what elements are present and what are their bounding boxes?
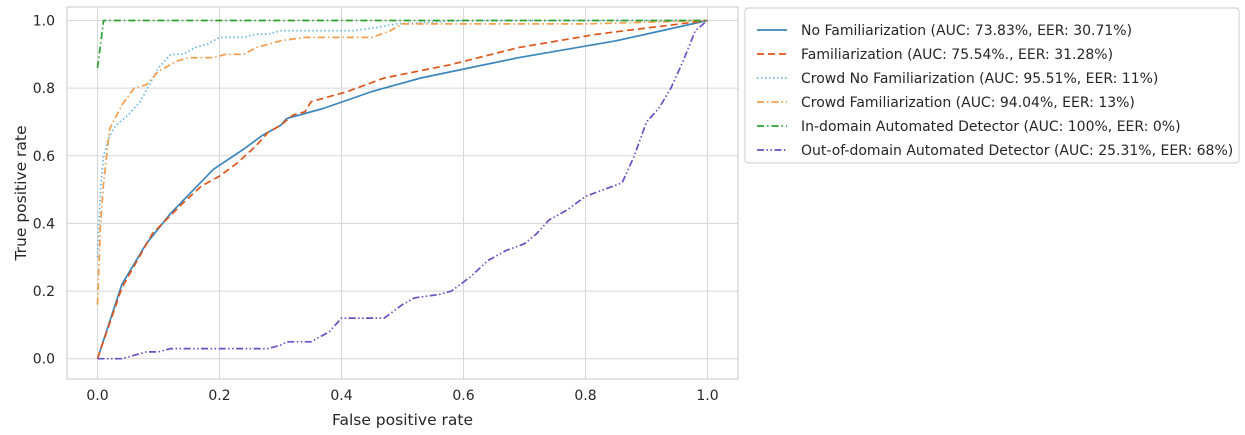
y-tick-label: 0.4 — [33, 216, 55, 232]
x-axis-ticks: 0.0 0.2 0.4 0.6 0.8 1.0 — [86, 388, 718, 404]
series-line-5 — [97, 19, 709, 360]
legend-items: No Familiarization (AUC: 73.83%, EER: 30… — [757, 23, 1233, 159]
x-tick-label: 0.0 — [86, 388, 108, 404]
x-tick-label: 0.2 — [208, 388, 230, 404]
y-tick-label: 0.8 — [33, 81, 55, 97]
series-line-0 — [96, 19, 708, 359]
y-axis-label: True positive rate — [12, 125, 30, 261]
legend-item: Out-of-domain Automated Detector (AUC: 2… — [757, 143, 1233, 159]
legend-item: No Familiarization (AUC: 73.83%, EER: 30… — [757, 23, 1132, 39]
y-axis-ticks: 0.0 0.2 0.4 0.6 0.8 1.0 — [33, 14, 55, 368]
y-tick-label: 0.6 — [33, 149, 55, 165]
y-tick-label: 0.2 — [33, 284, 55, 300]
x-tick-label: 0.6 — [452, 388, 474, 404]
y-tick-label: 0.0 — [33, 352, 55, 368]
legend-item: In-domain Automated Detector (AUC: 100%,… — [757, 119, 1181, 135]
legend-item: Crowd No Familiarization (AUC: 95.51%, E… — [757, 71, 1158, 87]
legend-label: In-domain Automated Detector (AUC: 100%,… — [801, 119, 1181, 135]
x-axis-label: False positive rate — [332, 411, 473, 429]
legend-label: Crowd No Familiarization (AUC: 95.51%, E… — [801, 71, 1158, 87]
legend-label: Familiarization (AUC: 75.54%., EER: 31.2… — [801, 47, 1113, 63]
legend-box — [744, 7, 1240, 164]
grid — [67, 7, 738, 379]
plot-frame — [66, 6, 739, 380]
legend-item: Familiarization (AUC: 75.54%., EER: 31.2… — [757, 47, 1113, 63]
legend-label: Out-of-domain Automated Detector (AUC: 2… — [801, 143, 1233, 159]
series-line-1 — [96, 19, 708, 359]
series-line-2 — [96, 19, 708, 258]
legend-label: Crowd Familiarization (AUC: 94.04%, EER:… — [801, 95, 1135, 111]
legend: No Familiarization (AUC: 73.83%, EER: 30… — [744, 7, 1240, 164]
series-line-4 — [96, 19, 708, 69]
y-tick-label: 1.0 — [33, 14, 55, 30]
legend-item: Crowd Familiarization (AUC: 94.04%, EER:… — [757, 95, 1135, 111]
x-tick-label: 0.8 — [574, 388, 596, 404]
series-lines — [96, 19, 709, 360]
series-line-3 — [96, 19, 708, 305]
x-tick-label: 0.4 — [330, 388, 352, 404]
legend-label: No Familiarization (AUC: 73.83%, EER: 30… — [801, 23, 1132, 39]
x-tick-label: 1.0 — [696, 388, 718, 404]
